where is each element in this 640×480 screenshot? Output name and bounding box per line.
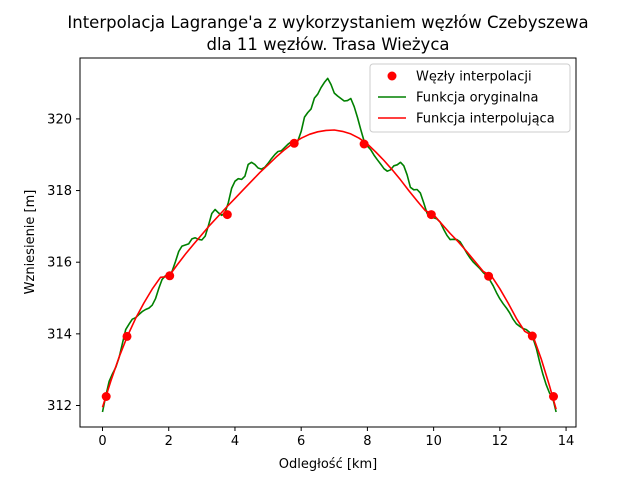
legend-entry-label: Funkcja oryginalna — [416, 91, 539, 106]
interpolation-node-point — [484, 271, 494, 281]
x-tick-label: 8 — [363, 434, 371, 449]
x-axis-label: Odległość [km] — [279, 457, 377, 472]
interpolation-node-point — [165, 271, 175, 281]
x-tick-label: 0 — [98, 434, 106, 449]
y-tick-label: 316 — [47, 256, 72, 271]
axes: 0 2 4 6 8 10 12 14 312 314 316 318 320 — [47, 57, 577, 449]
interpolation-node-point — [122, 331, 132, 341]
x-tick-label: 2 — [165, 434, 173, 449]
chart-title-line-2: dla 11 węzłów. Trasa Wieżyca — [206, 35, 449, 54]
interpolation-node-point — [359, 139, 369, 149]
y-axis-label: Wzniesienie [m] — [23, 190, 38, 295]
x-tick-label: 4 — [231, 434, 239, 449]
legend: Węzły interpolacji Funkcja oryginalna Funk… — [369, 63, 571, 133]
legend-nodes-marker — [387, 71, 397, 81]
y-tick-label: 312 — [47, 399, 72, 414]
interpolation-node-point — [426, 210, 436, 220]
legend-entry-label: Węzły interpolacji — [416, 70, 532, 85]
y-tick-label: 318 — [47, 184, 72, 199]
interpolation-node-point — [222, 210, 232, 220]
interpolation-node-point — [549, 392, 558, 401]
x-tick-label: 12 — [492, 434, 509, 449]
axes-frame — [79, 57, 577, 428]
x-tick-label: 6 — [297, 434, 305, 449]
legend-box — [369, 63, 571, 133]
chart-title-line-1: Interpolacja Lagrange'a z wykorzystaniem… — [67, 13, 588, 32]
interpolation-node-point — [289, 138, 299, 148]
series-interpolating-line — [101, 129, 557, 410]
y-tick-label: 320 — [47, 112, 72, 127]
legend-entry-label: Funkcja interpolująca — [416, 112, 555, 127]
x-tick-label: 10 — [425, 434, 442, 449]
x-tick-label: 14 — [558, 434, 575, 449]
interpolation-node-point — [527, 331, 537, 341]
interpolation-node-point — [101, 392, 111, 401]
y-tick-label: 314 — [47, 327, 72, 342]
plot-area — [101, 77, 558, 413]
